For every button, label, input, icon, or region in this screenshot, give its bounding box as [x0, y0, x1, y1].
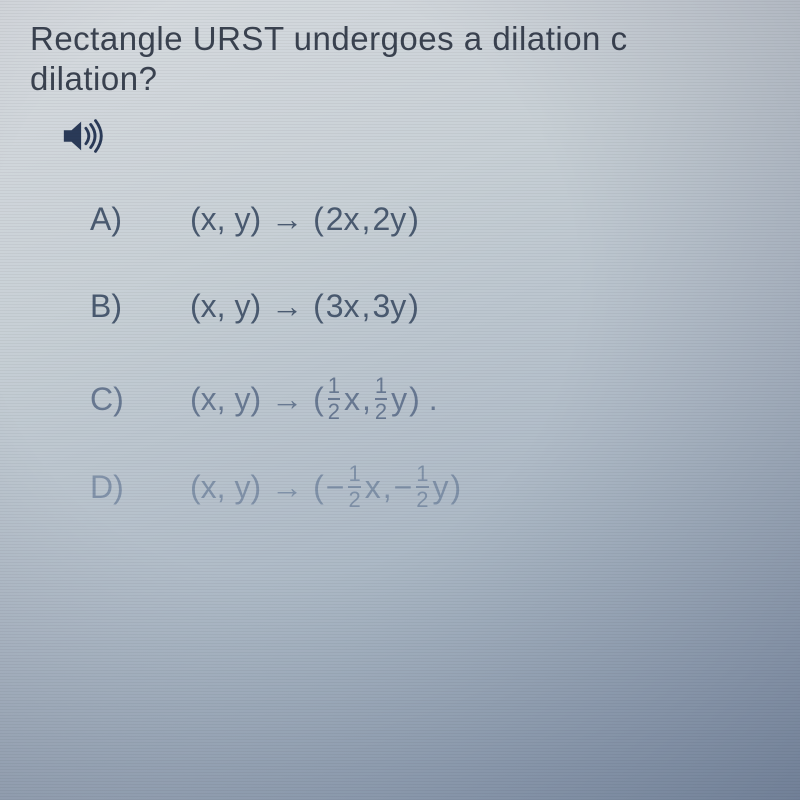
neg-a: − — [326, 469, 345, 506]
sep: , — [383, 469, 392, 506]
lhs: (x, y) — [190, 469, 261, 506]
denominator: 2 — [375, 398, 387, 423]
question-text-line2: dilation? — [30, 60, 770, 98]
option-d[interactable]: D) (x, y) → ( − 1 2 x , − 1 2 y ) — [30, 463, 770, 511]
numerator: 1 — [416, 463, 428, 486]
question-screen: Rectangle URST undergoes a dilation c di… — [0, 0, 800, 800]
question-text-line1: Rectangle URST undergoes a dilation c — [30, 20, 770, 58]
option-letter: B) — [30, 288, 190, 325]
option-c[interactable]: C) (x, y) → ( 1 2 x , 1 2 y ) . — [30, 375, 770, 423]
option-letter: A) — [30, 201, 190, 238]
arrow-icon: → — [271, 381, 303, 418]
var-b: y — [391, 381, 407, 418]
paren-close: ) — [451, 469, 462, 506]
paren-close: ) — [408, 288, 419, 325]
option-a[interactable]: A) (x, y) → ( 2x , 2y ) — [30, 201, 770, 238]
numerator: 1 — [375, 375, 387, 398]
sep: , — [362, 201, 371, 238]
numerator: 1 — [348, 463, 360, 486]
paren-open: ( — [313, 201, 324, 238]
var-a: x — [344, 381, 360, 418]
denominator: 2 — [348, 486, 360, 511]
option-letter: D) — [30, 469, 190, 506]
fraction: 1 2 — [375, 375, 387, 423]
paren-open: ( — [313, 288, 324, 325]
arrow-icon: → — [271, 201, 303, 238]
option-formula: (x, y) → ( 2x , 2y ) — [190, 201, 419, 238]
paren-close: ) — [408, 201, 419, 238]
lhs: (x, y) — [190, 201, 261, 238]
fraction: 1 2 — [348, 463, 360, 511]
arrow-icon: → — [271, 469, 303, 506]
var-b: y — [433, 469, 449, 506]
neg-b: − — [394, 469, 413, 506]
option-formula: (x, y) → ( 3x , 3y ) — [190, 288, 419, 325]
paren-open: ( — [313, 469, 324, 506]
lhs: (x, y) — [190, 381, 261, 418]
sep: , — [362, 381, 371, 418]
option-formula: (x, y) → ( 1 2 x , 1 2 y ) . — [190, 375, 438, 423]
fraction: 1 2 — [416, 463, 428, 511]
term-b: 3y — [372, 288, 406, 325]
fraction: 1 2 — [328, 375, 340, 423]
term-a: 2x — [326, 201, 360, 238]
paren-open: ( — [313, 381, 324, 418]
var-a: x — [365, 469, 381, 506]
denominator: 2 — [328, 398, 340, 423]
option-letter: C) — [30, 381, 190, 418]
numerator: 1 — [328, 375, 340, 398]
speaker-icon — [60, 116, 108, 156]
sep: , — [362, 288, 371, 325]
term-b: 2y — [372, 201, 406, 238]
paren-close: ) . — [409, 381, 437, 418]
option-b[interactable]: B) (x, y) → ( 3x , 3y ) — [30, 288, 770, 325]
arrow-icon: → — [271, 288, 303, 325]
term-a: 3x — [326, 288, 360, 325]
denominator: 2 — [416, 486, 428, 511]
lhs: (x, y) — [190, 288, 261, 325]
option-formula: (x, y) → ( − 1 2 x , − 1 2 y ) — [190, 463, 461, 511]
read-aloud-button[interactable] — [60, 116, 770, 161]
